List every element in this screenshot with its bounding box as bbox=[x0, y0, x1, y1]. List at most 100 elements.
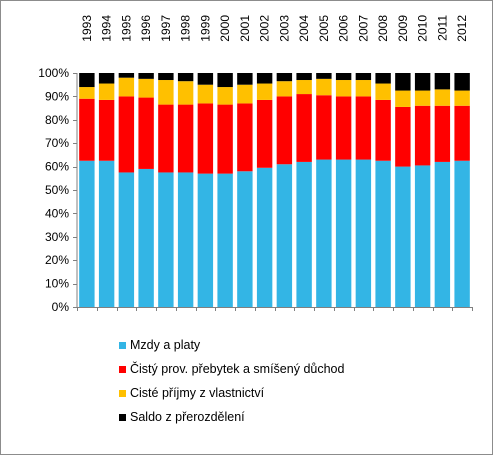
y-tick-label: 90% bbox=[45, 89, 69, 103]
bar-segment-2002-s2 bbox=[256, 83, 273, 100]
bar-segment-2009-s3 bbox=[395, 73, 411, 91]
bar-segment-2006-s3 bbox=[335, 73, 352, 81]
bar-segment-2010-s1 bbox=[414, 105, 431, 166]
x-tick-label-2005: 2005 bbox=[317, 15, 331, 42]
x-tick-label-2012: 2012 bbox=[455, 15, 469, 42]
bar-segment-2011-s2 bbox=[434, 89, 451, 106]
bar-segment-2001-s2 bbox=[237, 84, 253, 104]
legend-item-mzdy: Mzdy a platy bbox=[119, 333, 344, 357]
bar-segment-1994-s1 bbox=[98, 99, 115, 161]
legend-item-cisty-prov: Čistý prov. přebytek a smíšený důchod bbox=[119, 357, 344, 381]
bar-segment-1996-s3 bbox=[138, 73, 154, 79]
bar-segment-1995-s2 bbox=[118, 77, 135, 97]
bar-segment-2001-s0 bbox=[237, 171, 253, 307]
y-tick-label: 50% bbox=[45, 183, 69, 197]
legend: Mzdy a platy Čistý prov. přebytek a smíš… bbox=[119, 333, 344, 429]
bar-segment-2005-s3 bbox=[316, 73, 332, 79]
legend-item-ciste-prijmy: Cisté příjmy z vlastnictví bbox=[119, 381, 344, 405]
x-tick-label-2010: 2010 bbox=[416, 15, 430, 42]
bar-segment-1997-s3 bbox=[158, 73, 174, 81]
legend-swatch-saldo bbox=[119, 413, 126, 421]
legend-swatch-mzdy bbox=[119, 341, 126, 349]
y-tick-label: 100% bbox=[38, 66, 69, 80]
y-tick-label: 60% bbox=[45, 160, 69, 174]
y-tick-label: 20% bbox=[45, 253, 69, 267]
bar-segment-1993-s3 bbox=[79, 73, 95, 88]
legend-swatch-cisty-prov bbox=[119, 365, 126, 373]
bars-layer bbox=[79, 73, 470, 307]
bar-segment-2004-s1 bbox=[296, 94, 312, 162]
bar-segment-2008-s0 bbox=[375, 160, 391, 307]
bar-segment-2002-s1 bbox=[256, 99, 273, 168]
x-tick-label-2003: 2003 bbox=[277, 15, 291, 42]
bar-segment-2006-s2 bbox=[335, 80, 352, 97]
bar-segment-2006-s1 bbox=[335, 96, 352, 160]
legend-label-cisty-prov: Čistý prov. přebytek a smíšený důchod bbox=[130, 362, 345, 376]
bar-segment-1996-s2 bbox=[138, 78, 154, 98]
x-tick-label-2001: 2001 bbox=[238, 15, 252, 42]
y-tick-label: 0% bbox=[52, 300, 70, 314]
bar-segment-2002-s3 bbox=[256, 73, 273, 84]
bar-segment-1998-s0 bbox=[177, 172, 194, 307]
y-tick-label: 70% bbox=[45, 136, 69, 150]
bar-segment-1994-s0 bbox=[98, 160, 115, 307]
bar-segment-2008-s1 bbox=[375, 99, 391, 161]
bar-segment-1999-s3 bbox=[197, 73, 214, 85]
bar-segment-1994-s3 bbox=[98, 73, 115, 84]
x-tick-label-1994: 1994 bbox=[100, 15, 114, 42]
bar-segment-1998-s1 bbox=[177, 104, 194, 173]
bar-segment-2010-s2 bbox=[414, 90, 431, 106]
bar-segment-2001-s1 bbox=[237, 103, 253, 172]
x-tick-label-2007: 2007 bbox=[356, 15, 370, 42]
bar-segment-1997-s0 bbox=[158, 172, 174, 307]
legend-label-ciste-prijmy: Cisté příjmy z vlastnictví bbox=[130, 386, 265, 400]
bar-segment-2008-s3 bbox=[375, 73, 391, 84]
bar-segment-2011-s0 bbox=[434, 161, 451, 307]
axes-layer bbox=[73, 73, 473, 311]
bar-segment-2007-s2 bbox=[355, 80, 372, 97]
bar-segment-1995-s0 bbox=[118, 172, 135, 307]
bar-segment-2012-s0 bbox=[454, 160, 470, 307]
bar-segment-2005-s2 bbox=[316, 78, 332, 96]
x-tick-label-1997: 1997 bbox=[159, 15, 173, 42]
x-tick-label-1993: 1993 bbox=[80, 15, 94, 42]
x-tick-label-1996: 1996 bbox=[139, 15, 153, 42]
y-tick-label: 40% bbox=[45, 206, 69, 220]
bar-segment-1993-s0 bbox=[79, 160, 95, 307]
x-tick-labels: 1993 1994 1995 1996 1997 1998 1999 2000 2001 2002… bbox=[80, 15, 469, 42]
x-tick-label-2002: 2002 bbox=[258, 15, 272, 42]
x-tick-label-2009: 2009 bbox=[396, 15, 410, 42]
bar-segment-1996-s0 bbox=[138, 168, 154, 307]
y-tick-label: 80% bbox=[45, 113, 69, 127]
bar-segment-1997-s1 bbox=[158, 104, 174, 173]
legend-label-saldo: Saldo z přerozdělení bbox=[130, 410, 245, 424]
bar-segment-2009-s0 bbox=[395, 166, 411, 307]
bar-segment-1993-s2 bbox=[79, 87, 95, 99]
bar-segment-2012-s3 bbox=[454, 73, 470, 91]
bar-segment-2012-s1 bbox=[454, 105, 470, 161]
bar-segment-2005-s0 bbox=[316, 159, 332, 307]
legend-label-mzdy: Mzdy a platy bbox=[130, 338, 201, 352]
y-tick-labels: 0% 10% 20% 30% 40% 50% 60% 70% 80% 90% 100% bbox=[38, 66, 69, 314]
x-tick-label-1998: 1998 bbox=[179, 15, 193, 42]
bar-segment-2004-s3 bbox=[296, 73, 312, 81]
bar-segment-2010-s0 bbox=[414, 165, 431, 307]
bar-segment-2000-s3 bbox=[217, 73, 233, 88]
bar-segment-1999-s2 bbox=[197, 84, 214, 104]
x-tick-label-2004: 2004 bbox=[297, 15, 311, 42]
x-tick-label-2000: 2000 bbox=[218, 15, 232, 42]
bar-segment-2000-s1 bbox=[217, 104, 233, 174]
bar-segment-2000-s2 bbox=[217, 87, 233, 105]
stacked-bar-chart: 0%10%20%30%40%50%60%70%80%90%100% 1993 19… bbox=[38, 15, 473, 314]
bar-segment-2002-s0 bbox=[256, 167, 273, 307]
bar-segment-2000-s0 bbox=[217, 173, 233, 307]
bar-segment-1993-s1 bbox=[79, 98, 95, 161]
bar-segment-2011-s1 bbox=[434, 105, 451, 162]
bar-segment-1998-s3 bbox=[177, 73, 194, 82]
bar-segment-2009-s1 bbox=[395, 106, 411, 167]
bar-segment-2003-s2 bbox=[276, 81, 293, 97]
bar-segment-1995-s3 bbox=[118, 73, 135, 78]
x-tick-label-2008: 2008 bbox=[376, 15, 390, 42]
bar-segment-2004-s2 bbox=[296, 80, 312, 95]
